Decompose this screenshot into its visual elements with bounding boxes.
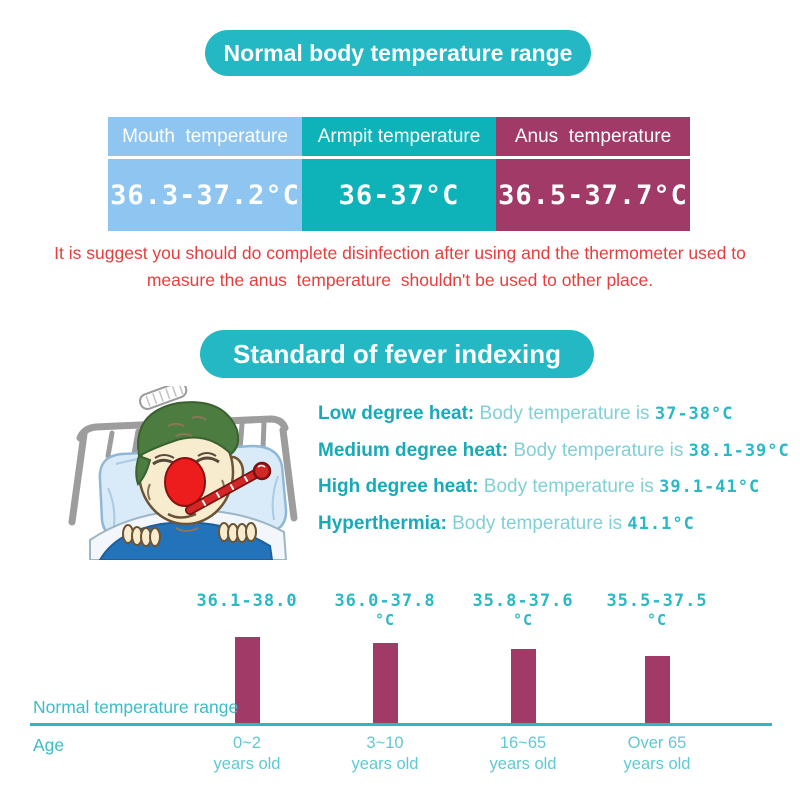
age-label-2: 16~65 years old <box>448 733 598 775</box>
head-cloth <box>137 401 240 458</box>
unit-text-3: °C <box>646 611 668 629</box>
age-range-0: 0~2 <box>233 734 261 752</box>
age-suffix-2: years old <box>489 755 557 773</box>
armpit-value-cell: 36-37°C <box>302 159 496 231</box>
range-text-1: 36.0-37.8 <box>334 591 436 611</box>
high-heat-label: High degree heat: <box>318 476 479 497</box>
chart-value-label-0: 36.1-38.0 <box>172 592 322 611</box>
hands <box>122 522 257 547</box>
head-cloth-drape <box>135 454 152 486</box>
chart-value-label-1: 36.0-37.8 °C <box>310 592 460 630</box>
age-label-3: Over 65 years old <box>582 733 732 775</box>
bar-age-3-10 <box>372 643 398 725</box>
medium-heat-label: Medium degree heat: <box>318 439 509 461</box>
chart-row-label: Normal temperature range <box>33 697 239 717</box>
disinfection-warning: It is suggest you should do complete dis… <box>0 240 800 294</box>
hyperthermia-value: 41.1°C <box>627 513 695 534</box>
age-suffix-0: years old <box>213 755 281 773</box>
anus-header: Anus temperature <box>496 117 690 156</box>
thermometer-icon <box>185 461 272 515</box>
medium-heat-text: Body temperature is <box>513 439 684 461</box>
table-col-mouth: Mouth temperature 36.3-37.2°C <box>108 117 302 231</box>
mouth <box>167 512 197 519</box>
temperature-table: Mouth temperature 36.3-37.2°C Armpit tem… <box>108 117 690 231</box>
low-heat-label: Low degree heat: <box>318 403 475 424</box>
banner-normal-range: Normal body temperature range <box>205 30 591 76</box>
banner-fever-indexing-label: Standard of fever indexing <box>233 338 561 369</box>
chin-line <box>175 527 199 532</box>
low-heat-value: 37-38°C <box>654 404 734 424</box>
range-text-2: 35.8-37.6 <box>472 591 574 611</box>
banner-fever-indexing: Standard of fever indexing <box>200 330 594 378</box>
fever-row-medium: Medium degree heat: Body temperature is … <box>318 440 790 462</box>
armpit-temp-value: 36-37°C <box>338 179 460 211</box>
hyperthermia-label: Hyperthermia: <box>318 512 447 534</box>
age-suffix-3: years old <box>623 755 691 773</box>
anus-temp-value: 36.5-37.7°C <box>498 179 688 211</box>
hyperthermia-text: Body temperature is <box>452 512 623 534</box>
table-col-armpit: Armpit temperature 36-37°C <box>302 117 496 231</box>
chart-age-axis-label: Age <box>33 735 65 755</box>
age-range-2: 16~65 <box>499 734 547 752</box>
chart-axis-line <box>30 723 772 726</box>
banner-normal-range-label: Normal body temperature range <box>223 39 573 66</box>
age-suffix-1: years old <box>351 755 419 773</box>
age-range-3: Over 65 <box>627 734 687 752</box>
age-label-1: 3~10 years old <box>310 733 460 775</box>
bar-age-0-2 <box>234 637 260 725</box>
fever-levels-list: Low degree heat: Body temperature is 37-… <box>318 403 790 549</box>
range-text-3: 35.5-37.5 <box>606 591 708 611</box>
age-label-0: 0~2 years old <box>172 733 322 775</box>
medium-heat-value: 38.1-39°C <box>688 440 790 461</box>
unit-text-2: °C <box>512 611 534 629</box>
mouth-temp-value: 36.3-37.2°C <box>110 179 300 211</box>
chart-value-label-3: 35.5-37.5 °C <box>582 592 732 630</box>
bar-age-over-65 <box>644 656 670 725</box>
warning-line-2: measure the anus temperature shouldn't b… <box>146 270 654 291</box>
low-heat-text: Body temperature is <box>479 403 650 424</box>
age-range-1: 3~10 <box>366 734 404 752</box>
chart-value-label-2: 35.8-37.6 °C <box>448 592 598 630</box>
brush-icon <box>138 386 188 410</box>
mouth-header: Mouth temperature <box>108 117 302 156</box>
bar-age-16-65 <box>510 649 536 725</box>
fever-row-high: High degree heat: Body temperature is 39… <box>318 476 790 498</box>
fever-row-hyperthermia: Hyperthermia: Body temperature is 41.1°C <box>318 513 790 535</box>
sick-person-illustration <box>68 386 298 560</box>
table-col-anus: Anus temperature 36.5-37.7°C <box>496 117 690 231</box>
anus-value-cell: 36.5-37.7°C <box>496 159 690 231</box>
mouth-value-cell: 36.3-37.2°C <box>108 159 302 231</box>
high-heat-text: Body temperature is <box>483 476 654 497</box>
fever-row-low: Low degree heat: Body temperature is 37-… <box>318 403 790 425</box>
armpit-header: Armpit temperature <box>302 117 496 156</box>
red-nose <box>164 457 206 507</box>
unit-text-1: °C <box>374 611 396 629</box>
high-heat-value: 39.1-41°C <box>659 477 761 497</box>
warning-line-1: It is suggest you should do complete dis… <box>54 243 746 263</box>
range-text-0: 36.1-38.0 <box>196 591 298 611</box>
